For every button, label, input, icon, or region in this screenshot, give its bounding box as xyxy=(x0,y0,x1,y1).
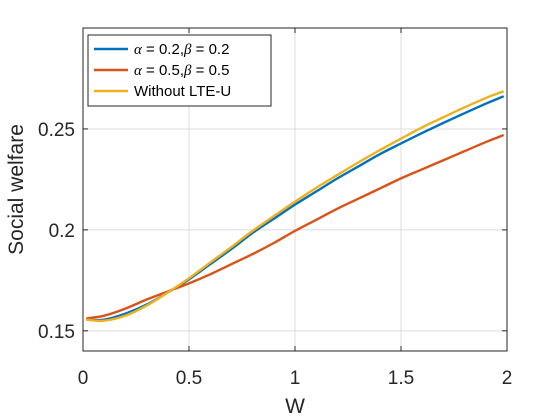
y-tick-label: 0.2 xyxy=(49,221,75,242)
x-tick-label: 2 xyxy=(502,368,513,389)
legend-label-3: Without LTE-U xyxy=(134,83,231,100)
legend-label-1: α = 0.2,β = 0.2 xyxy=(134,41,229,58)
axis-ticks: 0 0.5 1 1.5 2 0.15 0.2 0.25 xyxy=(38,28,512,389)
series-line-3 xyxy=(86,90,504,323)
y-tick-label: 0.25 xyxy=(38,120,75,141)
y-tick-label: 0.15 xyxy=(38,322,75,343)
legend-label-2: α = 0.5,β = 0.5 xyxy=(134,62,229,79)
x-tick-label: 0.5 xyxy=(176,368,202,389)
x-tick-label: 0 xyxy=(78,368,89,389)
x-tick-label: 1 xyxy=(290,368,301,389)
legend: α = 0.2,β = 0.2 α = 0.5,β = 0.5 Without LT… xyxy=(87,34,272,107)
x-tick-label: 1.5 xyxy=(388,368,414,389)
x-axis-label: W xyxy=(285,395,305,418)
series-line-2 xyxy=(86,134,504,320)
series-lines xyxy=(86,90,504,323)
y-axis-label: Social welfare xyxy=(5,124,28,255)
